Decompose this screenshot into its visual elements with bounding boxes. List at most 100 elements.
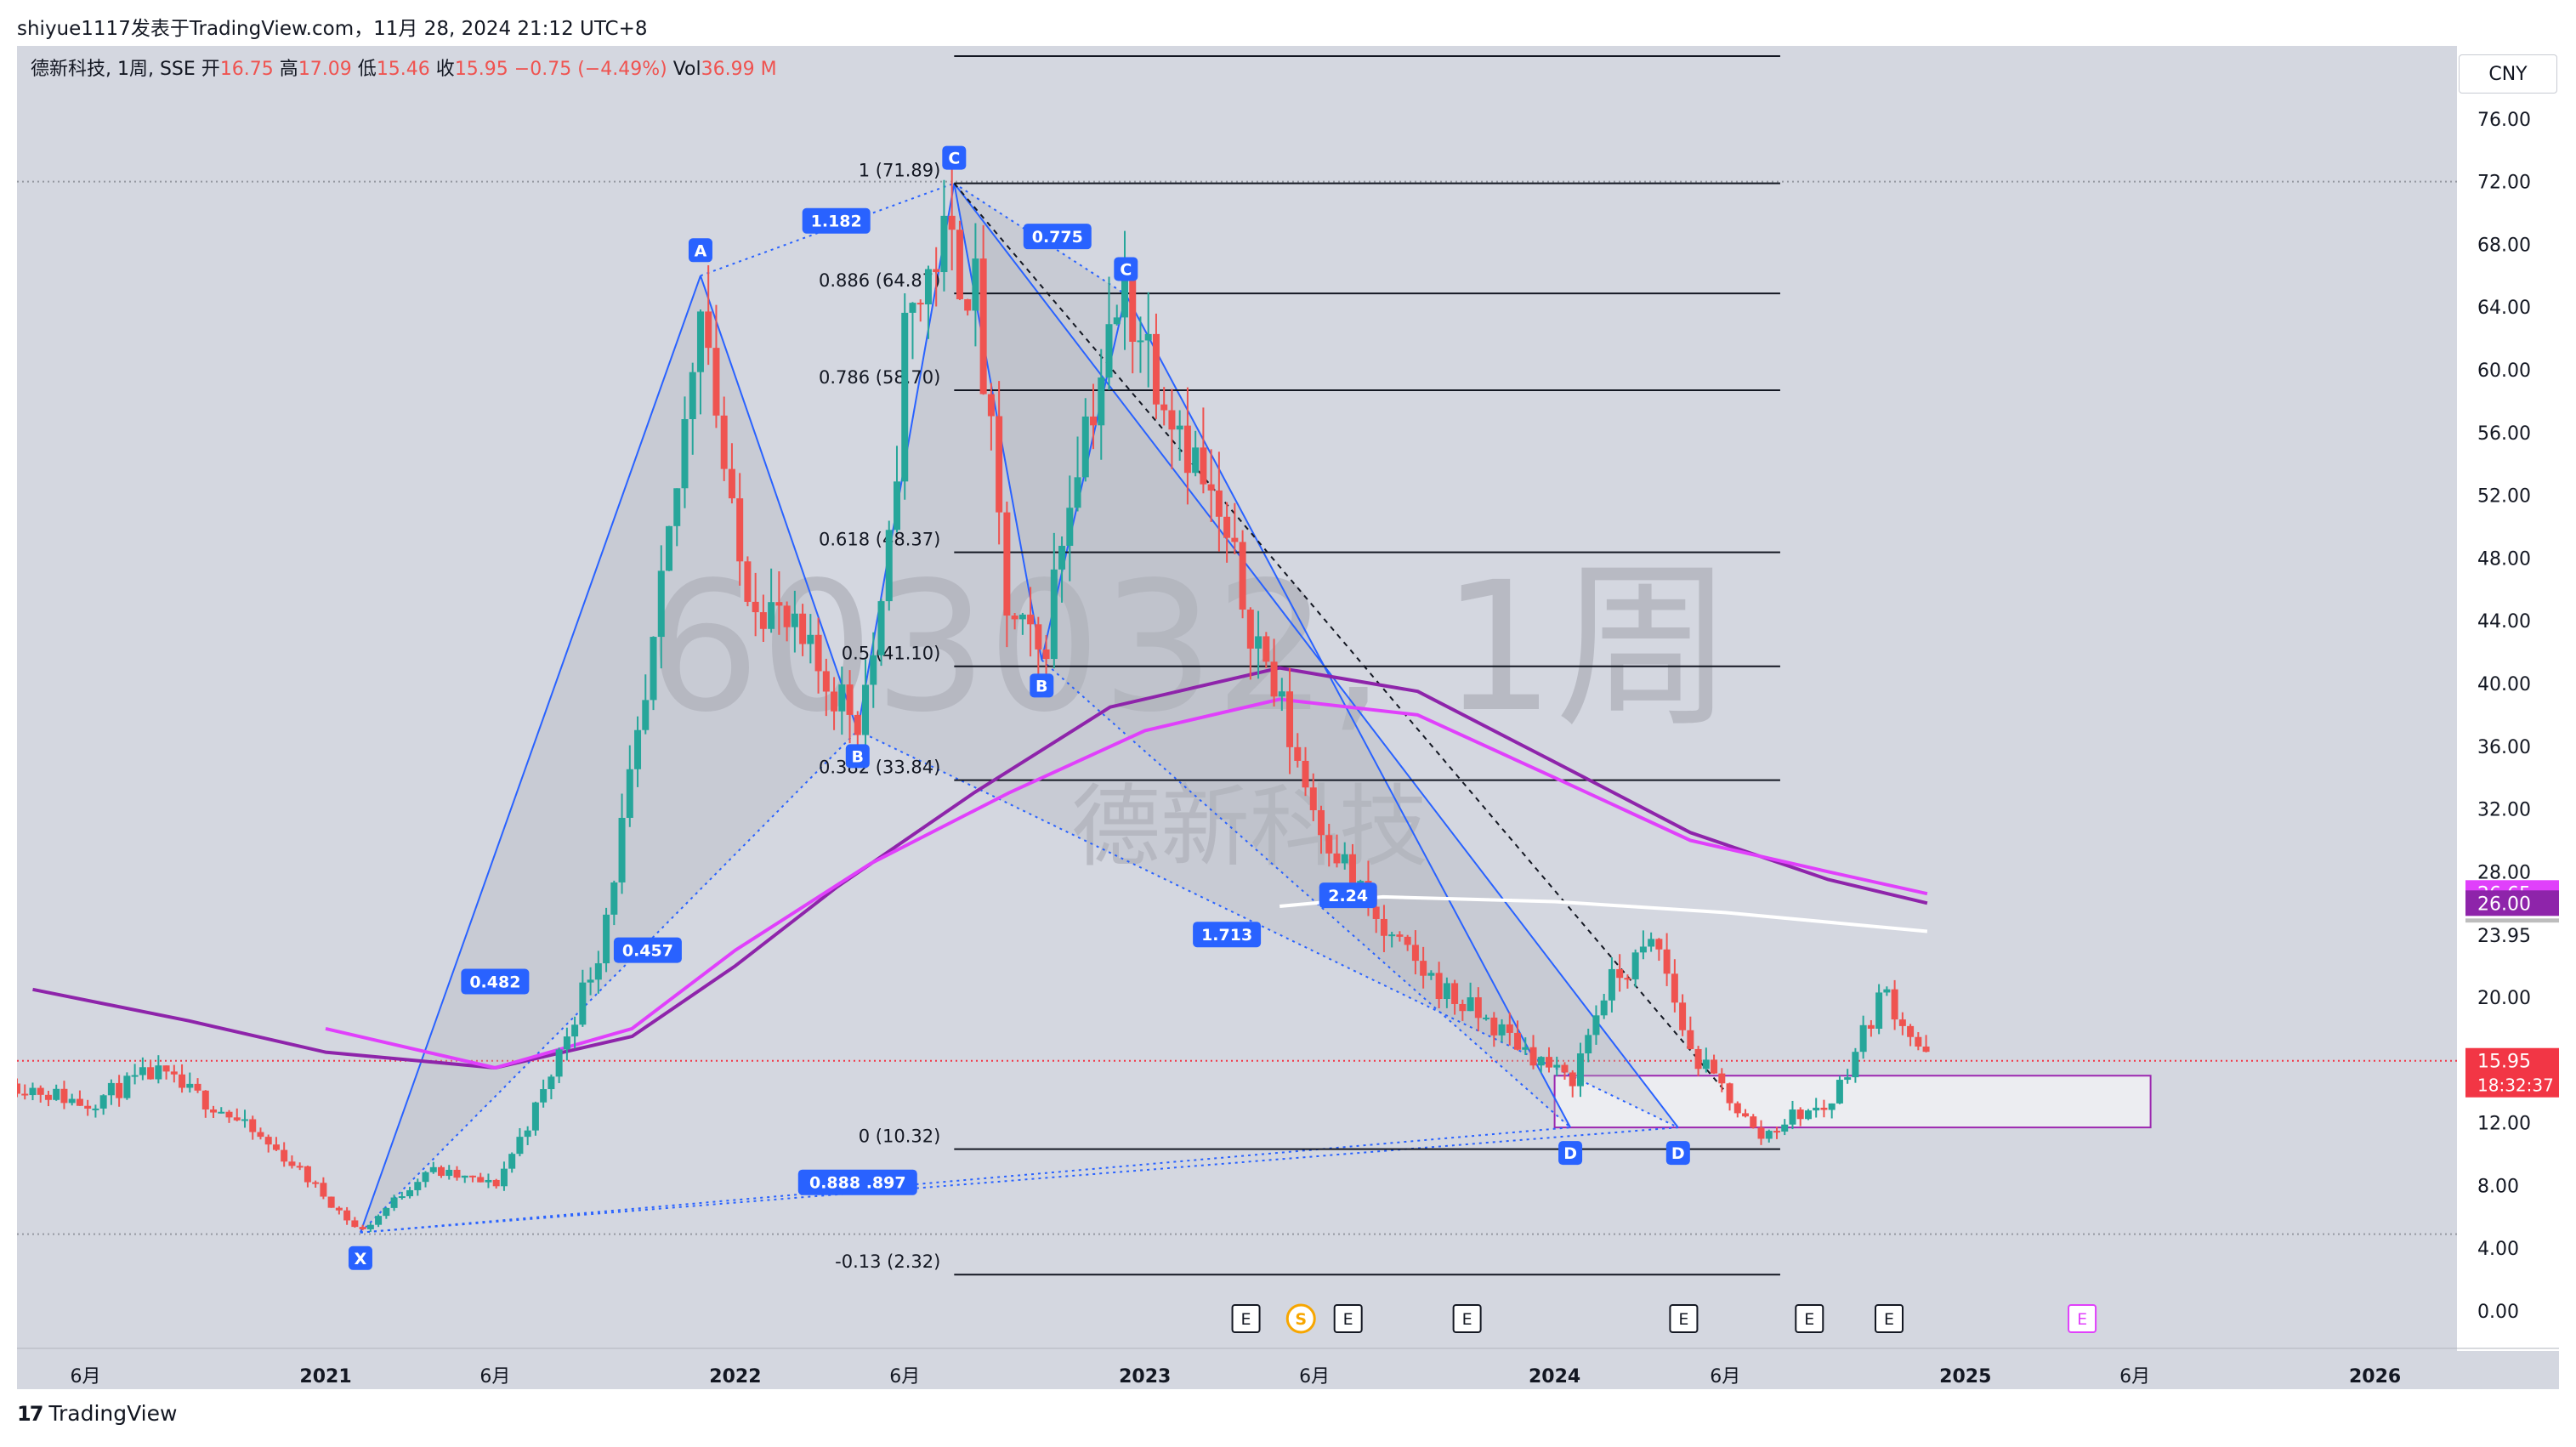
candle-body [689, 372, 696, 419]
candle-body [996, 416, 1003, 513]
pattern-point-label: B [1036, 677, 1047, 695]
fib-level-label: 0.382 (33.84) [819, 758, 940, 778]
candle-body [1498, 1024, 1506, 1036]
candle-body [1907, 1025, 1915, 1037]
candle-body [1105, 324, 1113, 378]
candle-body [634, 729, 642, 769]
pattern-fill [1041, 294, 1571, 1128]
candle-body [398, 1196, 406, 1199]
candle-body [225, 1111, 233, 1118]
candle-body [1467, 997, 1474, 1012]
candle-body [1836, 1080, 1843, 1104]
event-label: E [1678, 1310, 1688, 1329]
candle-body [1042, 649, 1050, 660]
candle-body [17, 1083, 20, 1094]
candle-body [1679, 1002, 1687, 1030]
brand-name: TradingView [48, 1401, 178, 1426]
price-tick-label: 76.00 [2477, 110, 2531, 131]
target-zone-box [1553, 1075, 2152, 1129]
price-tick-label: 72.00 [2477, 173, 2531, 194]
candle-body [948, 215, 956, 230]
candle-body [210, 1109, 218, 1113]
candle-body [1018, 614, 1026, 620]
candle-body [1852, 1052, 1859, 1078]
candle-body [956, 230, 963, 299]
event-label: S [1295, 1310, 1307, 1329]
candle-body [807, 634, 814, 644]
candle-body [1050, 569, 1058, 660]
candle-body [1576, 1053, 1584, 1087]
candle-body [1388, 934, 1396, 937]
candle-body [1121, 277, 1128, 318]
candle-body [249, 1119, 257, 1132]
candle-body [343, 1210, 351, 1221]
pattern-leg [360, 1126, 1678, 1234]
candle-body [964, 298, 972, 311]
candle-body [877, 601, 885, 655]
candle-body [1200, 447, 1207, 485]
candle-body [1898, 1019, 1906, 1026]
price-tick-label: 0.00 [2477, 1302, 2519, 1323]
legend-part: 16.75 [220, 59, 280, 80]
time-tick-label: 2021 [299, 1366, 351, 1387]
event-label: E [1343, 1310, 1353, 1329]
pattern-point-marker [1665, 1141, 1690, 1166]
candle-body [272, 1144, 280, 1150]
price-tick-label: 8.00 [2477, 1176, 2519, 1197]
candle-body [92, 1108, 99, 1110]
candle-body [1239, 542, 1246, 610]
candle-body [783, 605, 791, 627]
candle-body [1631, 952, 1639, 979]
candle-body [422, 1172, 429, 1183]
event-label: E [2077, 1310, 2087, 1329]
candle-body [327, 1196, 335, 1208]
fib-level-label: 0.886 (64.87) [819, 270, 940, 291]
price-label-tag [2465, 890, 2559, 916]
candle-body [893, 481, 900, 531]
pattern-leg [700, 275, 859, 731]
candle-body [304, 1166, 311, 1183]
time-tick-label: 6月 [479, 1366, 510, 1387]
candle-body [901, 312, 909, 482]
pattern-point-label: B [852, 747, 864, 766]
candle-body [1867, 1024, 1875, 1029]
candle-body [320, 1183, 327, 1197]
candle-body [1058, 546, 1066, 570]
earnings-event-marker [1669, 1304, 1699, 1333]
candle-body [461, 1175, 468, 1178]
candle-body [257, 1132, 264, 1138]
candle-body [1537, 1057, 1545, 1066]
candle-body [1608, 968, 1615, 1001]
pattern-ratio-label: 2.24 [1328, 887, 1368, 905]
candle-body [477, 1177, 485, 1183]
chart-panel[interactable]: 603032, 1周 德新科技 德新科技, 1周, SSE 开16.75 高17.0… [17, 46, 2559, 1389]
candle-body [1066, 508, 1074, 547]
time-tick-label: 2022 [709, 1366, 761, 1387]
pattern-point-label: D [1671, 1144, 1685, 1163]
pattern-ratio-badge [1023, 224, 1092, 250]
tradingview-brand[interactable]: 17 TradingView [17, 1401, 177, 1426]
pattern-ratio-badge [1319, 882, 1377, 909]
watermark-symbol: 603032, 1周 [647, 543, 1734, 752]
candle-body [1168, 410, 1176, 430]
candle-body [1585, 1035, 1592, 1053]
candle-body [162, 1065, 170, 1072]
fib-level-label: 0 (10.32) [859, 1126, 941, 1147]
candle-body [21, 1093, 29, 1096]
candle-body [531, 1102, 539, 1131]
pattern-point-label: C [948, 150, 960, 168]
candle-body [1561, 1064, 1569, 1073]
pattern-point-marker [1030, 673, 1054, 698]
candle-body [1546, 1057, 1553, 1068]
candle-body [579, 982, 587, 1025]
candle-body [1522, 1047, 1529, 1050]
candle-body [438, 1166, 445, 1177]
candle-body [571, 1024, 579, 1037]
currency-selector[interactable]: CNY [2459, 54, 2557, 94]
candle-body [822, 671, 830, 692]
candle-body [846, 684, 854, 715]
candles [17, 163, 1930, 1232]
time-tick-label: 2024 [1529, 1366, 1580, 1387]
candle-body [53, 1088, 60, 1100]
